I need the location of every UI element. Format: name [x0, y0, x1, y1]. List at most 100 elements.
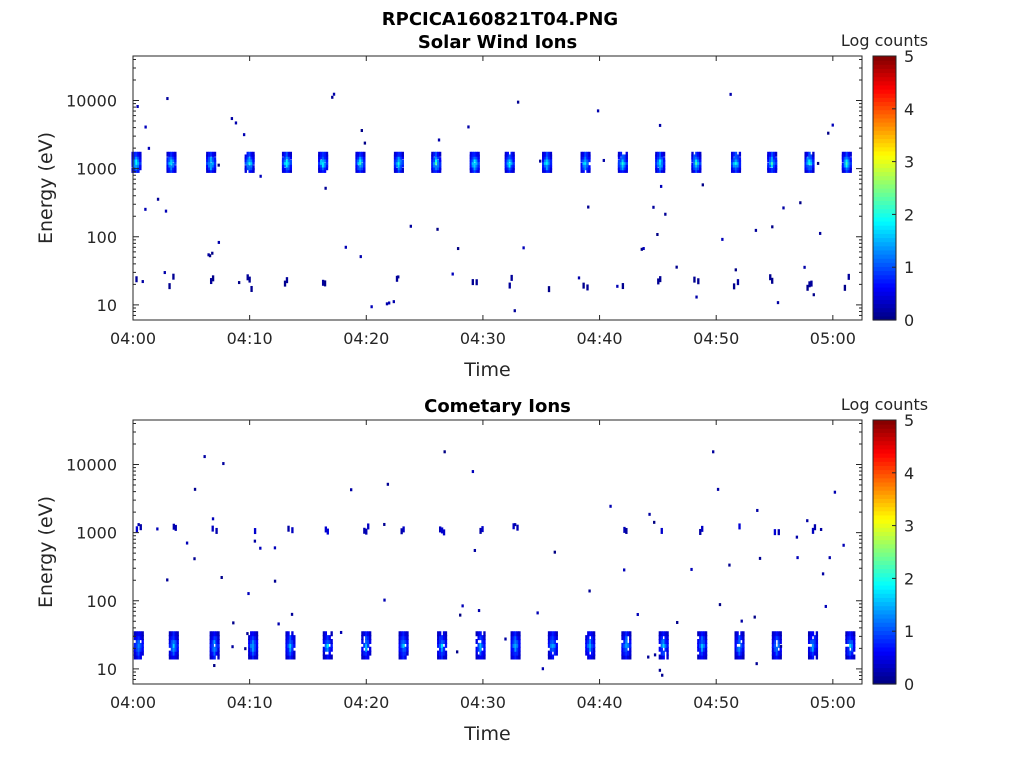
spectrogram-cell: [437, 154, 440, 160]
spectrogram-cell: [813, 646, 817, 652]
spectrogram-cell: [402, 631, 405, 637]
spectrogram-cell: [660, 165, 664, 171]
colorbar-swatch: [873, 514, 896, 520]
spectrogram-cell: [176, 654, 179, 660]
colorbar-swatch: [873, 626, 896, 631]
colorbar-swatch: [873, 428, 896, 433]
spectrogram-cell: [623, 165, 626, 171]
spectrogram-cell: [740, 619, 743, 623]
spectrogram-cell: [328, 654, 331, 660]
spectrogram-cell: [617, 151, 621, 157]
spectrogram-cell: [393, 162, 397, 168]
spectrogram-cell: [514, 642, 517, 648]
spectrogram-cell: [135, 635, 139, 641]
spectrogram-cell: [404, 639, 407, 645]
colorbar-swatch: [873, 196, 896, 201]
spectrogram-cell: [549, 646, 553, 652]
spectrogram-cell: [176, 650, 179, 656]
spectrogram-cell: [367, 650, 370, 656]
spectrogram-cell: [697, 654, 700, 660]
spectrogram-cell: [133, 646, 137, 652]
colorbar-swatch: [873, 237, 896, 243]
spectrogram-cell: [804, 151, 807, 157]
spectrogram-cell: [777, 635, 780, 641]
spectrogram-cell: [592, 650, 596, 656]
spectrogram-cell: [135, 646, 139, 652]
spectrogram-cell: [469, 157, 473, 163]
spectrogram-cell: [660, 157, 664, 163]
spectrogram-cell: [702, 646, 706, 652]
spectrogram-cell: [133, 635, 137, 641]
spectrogram-cell: [702, 642, 706, 648]
spectrogram-cell: [736, 157, 740, 163]
spectrogram-cell: [806, 151, 809, 157]
spectrogram-cell: [586, 154, 589, 160]
spectrogram-cell: [170, 646, 174, 652]
spectrogram-cell: [365, 631, 368, 637]
spectrogram-cell: [704, 650, 708, 656]
spectrogram-cell: [779, 631, 782, 637]
spectrogram-cell: [215, 635, 218, 641]
spectrogram-cell: [168, 639, 172, 645]
spectrogram-cell: [326, 642, 329, 648]
spectrogram-cell: [512, 523, 515, 530]
spectrogram-cell: [808, 281, 811, 288]
spectrogram-cell: [444, 639, 448, 645]
spectrogram-cell: [592, 654, 596, 660]
colorbar-swatch: [873, 543, 896, 549]
spectrogram-cell: [211, 157, 215, 163]
colorbar-frame: [872, 55, 897, 321]
spectrogram-cell: [479, 635, 482, 641]
spectrogram-cell: [433, 162, 436, 168]
spectrogram-cell: [363, 141, 367, 145]
spectrogram-cell: [536, 611, 539, 615]
spectrogram-cell: [365, 642, 368, 648]
colorbar-swatch: [873, 486, 896, 491]
spectrogram-cell: [659, 154, 662, 160]
spectrogram-cell: [853, 631, 856, 637]
spectrogram-cell: [512, 654, 515, 660]
spectrogram-cell: [738, 646, 741, 652]
spectrogram-cell: [810, 157, 813, 163]
spectrogram-cell: [808, 151, 811, 157]
spectrogram-cell: [732, 167, 736, 173]
spectrogram-cell: [433, 165, 436, 171]
spectrogram-cell: [363, 154, 366, 160]
spectrogram-cell: [510, 654, 513, 660]
spectrogram-cell: [704, 631, 708, 637]
spectrogram-cell: [213, 635, 216, 641]
spectrogram-cell: [815, 650, 819, 656]
spectrogram-cell: [363, 151, 366, 157]
spectrogram-cell: [666, 631, 669, 637]
spectrogram-cell: [287, 167, 291, 173]
spectrogram-cell: [211, 646, 214, 652]
spectrogram-cell: [252, 151, 255, 157]
spectrogram-cell: [702, 639, 706, 645]
spectrogram-cell: [174, 642, 177, 648]
spectrogram-cell: [716, 487, 720, 491]
spectrogram-cell: [322, 650, 326, 656]
spectrogram-cell: [807, 646, 811, 652]
spectrogram-cell: [809, 631, 813, 637]
spectrogram-cell: [657, 159, 660, 165]
colorbar-swatch: [873, 97, 896, 102]
spectrogram-cell: [475, 157, 478, 163]
spectrogram-cell: [827, 131, 830, 135]
spectrogram-cell: [209, 635, 212, 641]
spectrogram-cell: [135, 276, 138, 283]
spectrogram-cell: [811, 646, 815, 652]
spectrogram-cell: [730, 151, 734, 157]
spectrogram-cell: [662, 157, 666, 163]
spectrogram-cell: [843, 167, 847, 173]
spectrogram-cell: [367, 635, 370, 641]
colorbar-swatch: [873, 477, 896, 483]
spectrogram-cell: [147, 146, 151, 150]
spectrogram-cell: [815, 631, 819, 637]
spectrogram-cell: [325, 159, 329, 165]
spectrogram-cell: [402, 642, 405, 648]
spectrogram-cell: [406, 635, 409, 641]
colorbar-swatch: [873, 465, 896, 471]
spectrogram-cell: [475, 167, 478, 173]
spectrogram-cell: [253, 631, 257, 637]
